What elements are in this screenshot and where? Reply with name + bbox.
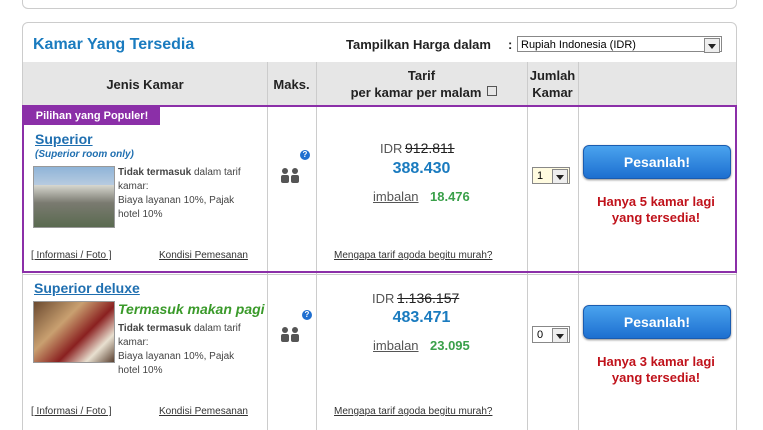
old-price: 1.136.157 <box>397 290 460 306</box>
price: 388.430 <box>392 160 451 177</box>
col-rate: per kamar per malam <box>350 85 482 100</box>
room-row: Pilihan yang Populer! <box>22 105 737 273</box>
room-name[interactable]: Superior <box>35 131 93 147</box>
panel-title: Kamar Yang Tersedia <box>33 36 195 53</box>
divider <box>316 62 317 430</box>
info-link[interactable]: [ Informasi / Foto ] <box>31 250 112 261</box>
col-rate: Tarif <box>407 68 436 83</box>
quantity: 1 <box>537 170 544 182</box>
rebate-label[interactable]: imbalan <box>373 189 419 204</box>
currency-label: Tampilkan Harga dalam <box>346 37 491 52</box>
rebate-value: 18.476 <box>430 189 470 204</box>
rebate-value: 23.095 <box>430 338 470 353</box>
availability: Hanya 5 kamar lagi yang tersedia! <box>597 194 715 225</box>
top-box <box>22 0 737 9</box>
tax-rest: dalam tarif kamar: <box>118 323 241 348</box>
tax-note: Tidak termasuk dalam tarif kamar: Biaya l… <box>118 322 258 378</box>
availability: Hanya 3 kamar lagi yang tersedia! <box>597 354 715 385</box>
currency-select[interactable]: Rupiah Indonesia (IDR) <box>517 36 722 53</box>
conditions-link[interactable]: Kondisi Pemesanan <box>159 406 248 417</box>
tax-bold: Tidak termasuk <box>118 323 192 334</box>
col-qty: Kamar <box>532 85 573 100</box>
tax-rest: dalam tarif kamar: <box>118 167 241 192</box>
quantity: 0 <box>537 329 544 341</box>
tax-detail: Biaya layanan 10%, Pajak hotel 10% <box>118 195 235 220</box>
col-room: Jenis Kamar <box>106 77 184 92</box>
room-subtitle: (Superior room only) <box>35 149 134 160</box>
currency: IDR <box>372 291 395 306</box>
room-photo[interactable] <box>33 166 115 228</box>
divider <box>527 62 528 430</box>
currency-colon: : <box>508 37 513 52</box>
room-subtitle: Termasuk makan pagi <box>118 301 265 317</box>
book-button[interactable]: Pesanlah! <box>583 145 731 179</box>
table-header <box>23 62 736 105</box>
why-link[interactable]: Mengapa tarif agoda begitu murah? <box>334 250 493 261</box>
max-guests-icon <box>281 327 299 342</box>
divider <box>578 62 579 430</box>
room-name[interactable]: Superior deluxe <box>34 280 140 296</box>
help-icon[interactable]: ? <box>300 150 310 160</box>
old-price: 912.811 <box>405 140 455 156</box>
currency: IDR <box>380 141 403 156</box>
help-icon[interactable]: ? <box>302 310 312 320</box>
col-max: Maks. <box>273 77 310 92</box>
info-link[interactable]: [ Informasi / Foto ] <box>31 406 112 417</box>
divider <box>267 62 268 430</box>
max-guests-icon <box>281 168 299 183</box>
quantity-select[interactable]: 1 <box>532 167 570 184</box>
popup-icon[interactable] <box>487 86 497 96</box>
quantity-select[interactable]: 0 <box>532 326 570 343</box>
popular-badge: Pilihan yang Populer! <box>24 107 160 125</box>
tax-note: Tidak termasuk dalam tarif kamar: Biaya l… <box>118 166 258 222</box>
book-button[interactable]: Pesanlah! <box>583 305 731 339</box>
tax-bold: Tidak termasuk <box>118 167 192 178</box>
price: 483.471 <box>392 309 451 326</box>
col-qty: Jumlah <box>529 68 576 83</box>
currency-value: Rupiah Indonesia (IDR) <box>521 39 636 51</box>
room-row <box>22 274 737 430</box>
room-photo[interactable] <box>33 301 115 363</box>
rebate-label[interactable]: imbalan <box>373 338 419 353</box>
why-link[interactable]: Mengapa tarif agoda begitu murah? <box>334 406 493 417</box>
conditions-link[interactable]: Kondisi Pemesanan <box>159 250 248 261</box>
tax-detail: Biaya layanan 10%, Pajak hotel 10% <box>118 351 235 376</box>
